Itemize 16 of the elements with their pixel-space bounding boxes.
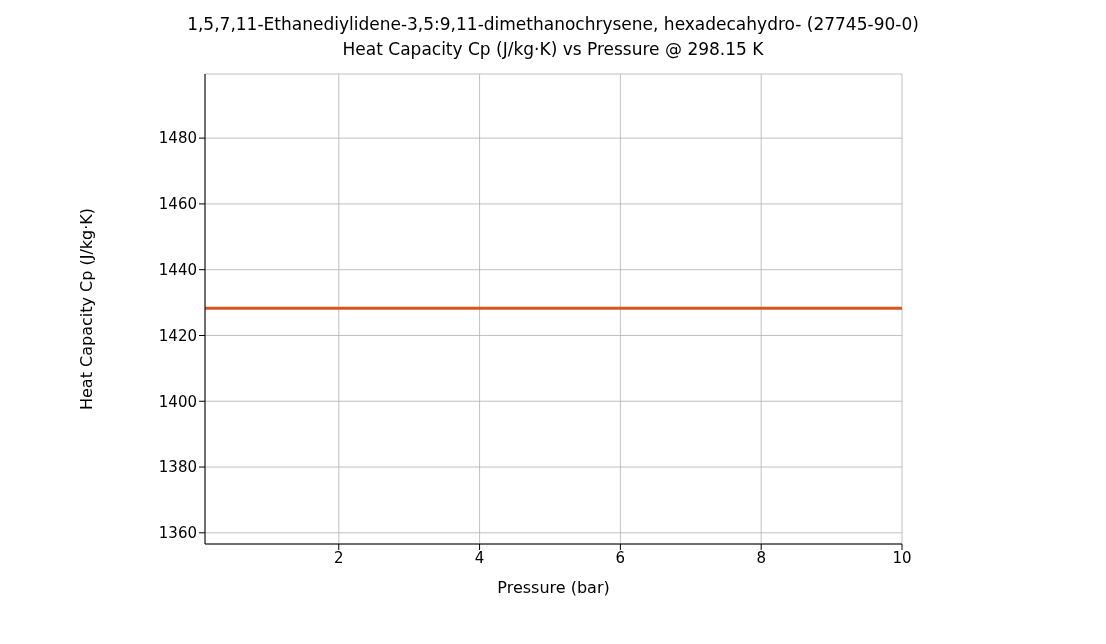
y-tick-label: 1460 [158, 195, 197, 214]
y-axis-title: Heat Capacity Cp (J/kg·K) [76, 207, 96, 411]
y-tick-label: 1400 [158, 392, 197, 411]
y-tick-label: 1440 [158, 261, 197, 280]
y-tick-label: 1420 [158, 326, 197, 345]
y-tick-label: 1480 [158, 129, 197, 148]
x-tick-label: 8 [756, 548, 766, 567]
x-tick-label: 2 [333, 548, 344, 567]
x-tick-label: 4 [474, 548, 485, 567]
chart-title: 1,5,7,11-Ethanediylidene-3,5:9,11-dimethanochrysene, hexadecahydro- (27745-90-0) [186, 13, 920, 36]
x-axis-title: Pressure (bar) [497, 578, 610, 598]
x-tick-label: 6 [615, 548, 626, 567]
y-tick-label: 1380 [158, 458, 197, 477]
y-tick-label: 1360 [158, 524, 197, 543]
x-tick-label: 10 [892, 548, 912, 567]
chart-subtitle: Heat Capacity Cp (J/kg·K) vs Pressure @ 298.15 K [341, 38, 765, 61]
